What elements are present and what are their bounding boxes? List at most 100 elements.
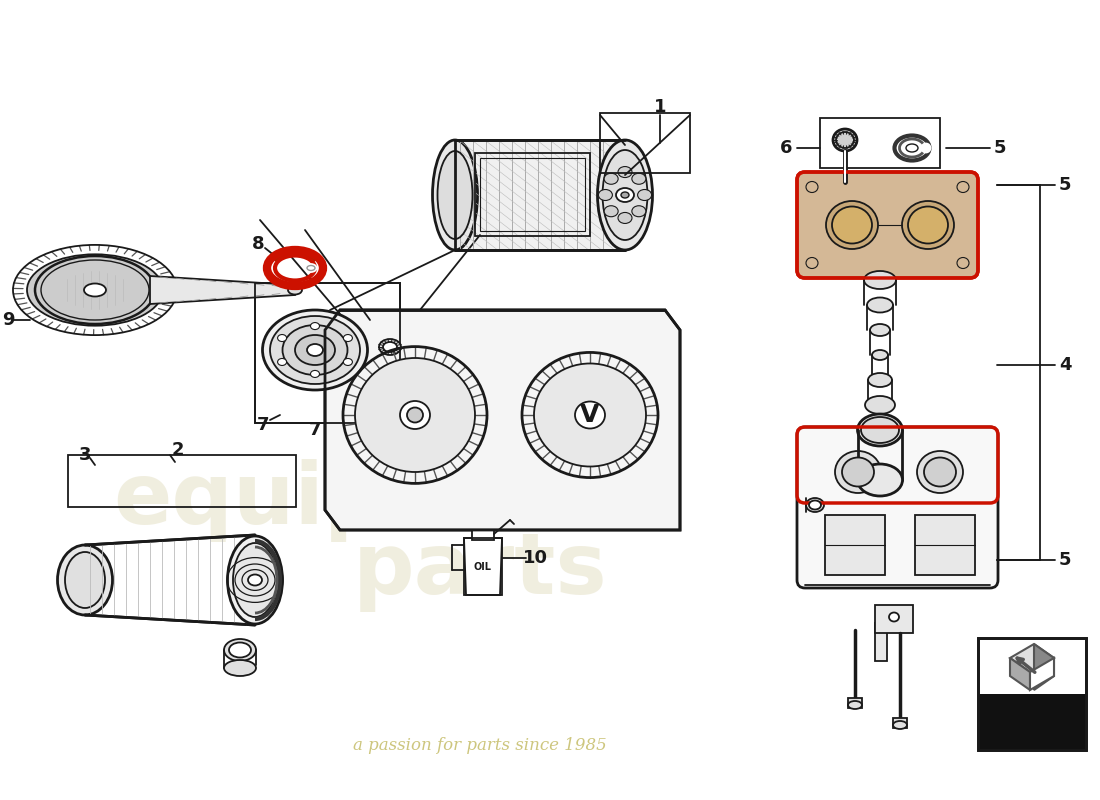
Ellipse shape	[604, 206, 618, 217]
Bar	[255, 283, 400, 423]
Ellipse shape	[575, 402, 605, 429]
Ellipse shape	[383, 342, 397, 352]
Text: 409 02: 409 02	[992, 712, 1071, 732]
Text: a passion for parts since 1985: a passion for parts since 1985	[353, 737, 607, 754]
Ellipse shape	[872, 350, 888, 360]
Bar	[825, 515, 886, 575]
Polygon shape	[1030, 658, 1054, 690]
Ellipse shape	[224, 639, 256, 661]
Ellipse shape	[355, 358, 475, 472]
Ellipse shape	[379, 339, 401, 355]
Ellipse shape	[957, 182, 969, 193]
Ellipse shape	[343, 358, 352, 366]
Ellipse shape	[400, 401, 430, 429]
Text: 7: 7	[256, 416, 270, 434]
Text: parts: parts	[353, 529, 607, 611]
Ellipse shape	[229, 642, 251, 658]
Bar	[978, 638, 1086, 750]
Ellipse shape	[28, 254, 163, 326]
Text: 9: 9	[2, 311, 14, 329]
Ellipse shape	[836, 132, 854, 148]
Bar	[848, 698, 862, 708]
Ellipse shape	[84, 283, 106, 297]
Ellipse shape	[806, 182, 818, 193]
Ellipse shape	[310, 322, 319, 330]
Bar	[978, 694, 1086, 750]
Ellipse shape	[343, 334, 352, 342]
Ellipse shape	[808, 501, 821, 510]
Ellipse shape	[616, 188, 634, 202]
Ellipse shape	[598, 190, 613, 201]
Text: 6: 6	[780, 139, 792, 157]
Ellipse shape	[288, 286, 302, 294]
Ellipse shape	[438, 151, 473, 239]
Ellipse shape	[806, 258, 818, 269]
Bar	[874, 623, 887, 661]
Ellipse shape	[865, 396, 895, 414]
Ellipse shape	[868, 373, 892, 387]
Ellipse shape	[867, 298, 893, 313]
Ellipse shape	[832, 206, 872, 243]
Text: 10: 10	[522, 549, 548, 567]
Text: 4: 4	[1058, 356, 1071, 374]
Ellipse shape	[65, 552, 104, 608]
Ellipse shape	[597, 140, 652, 250]
Ellipse shape	[307, 344, 323, 356]
Ellipse shape	[922, 144, 930, 152]
Ellipse shape	[833, 129, 857, 151]
Polygon shape	[472, 530, 494, 540]
Ellipse shape	[604, 174, 618, 184]
Bar	[68, 455, 296, 507]
Ellipse shape	[306, 265, 316, 271]
Bar	[475, 153, 590, 236]
Bar	[255, 283, 400, 423]
Text: OIL: OIL	[474, 562, 492, 572]
Text: 5: 5	[1058, 176, 1071, 194]
Ellipse shape	[858, 414, 902, 446]
Text: 8: 8	[252, 235, 264, 253]
Ellipse shape	[277, 358, 287, 366]
Ellipse shape	[861, 417, 899, 443]
Ellipse shape	[638, 190, 651, 201]
Ellipse shape	[618, 166, 632, 178]
Bar	[978, 638, 1086, 750]
Ellipse shape	[893, 721, 907, 729]
Ellipse shape	[534, 363, 646, 466]
Polygon shape	[150, 276, 295, 304]
Polygon shape	[324, 310, 680, 530]
Bar	[480, 158, 585, 231]
Ellipse shape	[870, 324, 890, 336]
Bar	[874, 605, 913, 633]
FancyBboxPatch shape	[798, 427, 998, 588]
Ellipse shape	[858, 464, 902, 496]
Ellipse shape	[310, 370, 319, 378]
Ellipse shape	[270, 316, 360, 384]
Ellipse shape	[848, 701, 862, 709]
Ellipse shape	[228, 536, 283, 624]
Ellipse shape	[248, 574, 262, 586]
Bar	[820, 118, 940, 168]
Ellipse shape	[295, 335, 336, 365]
FancyBboxPatch shape	[798, 172, 978, 278]
Ellipse shape	[631, 174, 646, 184]
Ellipse shape	[957, 258, 969, 269]
Ellipse shape	[806, 498, 824, 512]
Ellipse shape	[603, 150, 648, 240]
Text: 1: 1	[653, 98, 667, 116]
Ellipse shape	[283, 325, 348, 375]
Text: equipar: equipar	[113, 458, 486, 542]
Polygon shape	[1010, 658, 1030, 690]
Bar	[915, 515, 975, 575]
Ellipse shape	[842, 458, 874, 486]
Bar	[464, 538, 502, 595]
Ellipse shape	[902, 201, 954, 249]
Ellipse shape	[917, 451, 962, 493]
Ellipse shape	[826, 201, 878, 249]
Text: 5: 5	[993, 139, 1007, 157]
Text: 5: 5	[1058, 551, 1071, 569]
Polygon shape	[1034, 644, 1054, 690]
Bar	[600, 113, 690, 173]
Bar	[893, 718, 907, 728]
Polygon shape	[464, 538, 502, 595]
Ellipse shape	[618, 213, 632, 223]
